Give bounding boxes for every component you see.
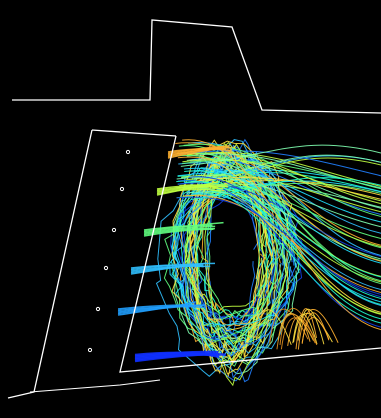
flow-visualization — [0, 0, 381, 418]
page: (() => { const g = document.getElementBy… — [0, 0, 381, 418]
